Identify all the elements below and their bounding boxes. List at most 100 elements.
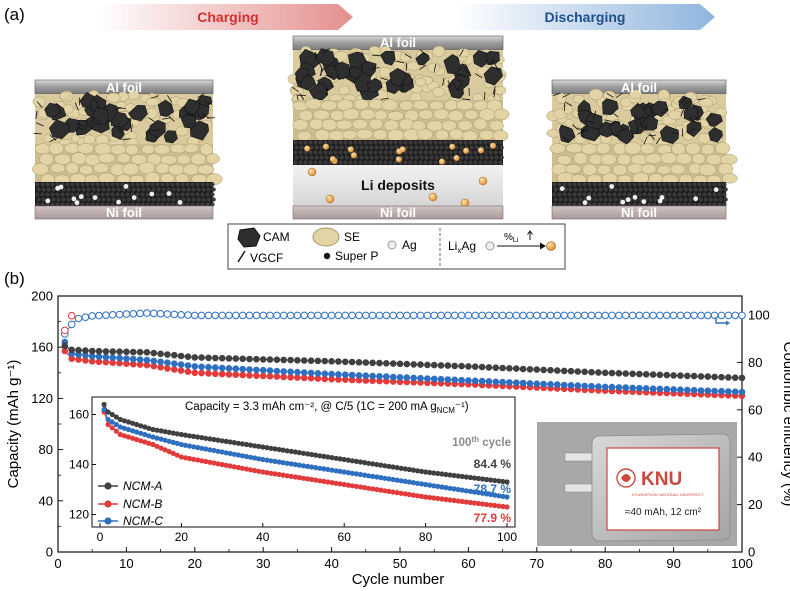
inset-point-ncm-a <box>329 455 335 461</box>
main-point-ncm-a <box>116 348 123 356</box>
inset-point-ncm-a <box>117 416 123 423</box>
inset-point-ncm-b <box>492 502 498 509</box>
inset-point-ncm-c <box>488 491 494 498</box>
ce-point <box>724 311 733 320</box>
main-point-ncm-b <box>335 376 342 383</box>
inset-point-ncm-a <box>170 430 176 436</box>
ce-point <box>108 311 117 319</box>
main-point-ncm-a <box>321 357 329 365</box>
main-point-ncm-b <box>259 372 267 380</box>
ce-point <box>539 311 548 320</box>
inset-point-ncm-b <box>451 497 457 504</box>
main-point-ncm-c <box>430 375 438 383</box>
inset-point-ncm-c <box>398 478 404 484</box>
main-point-ncm-a <box>711 373 718 381</box>
main-point-ncm-c <box>362 372 370 380</box>
inset-point-ncm-b <box>366 485 372 491</box>
inset-series-ncm-b <box>101 409 510 510</box>
inset-point-ncm-a <box>475 475 482 482</box>
ce-point <box>690 311 698 320</box>
inset-point-ncm-c <box>272 458 278 464</box>
inset-point-ncm-c <box>138 430 144 436</box>
inset-point-ncm-b <box>435 495 441 502</box>
inset-series <box>101 401 510 510</box>
inset-point-ncm-a <box>317 453 323 459</box>
inset-point-ncm-c <box>431 483 437 489</box>
knu-emblem-icon <box>616 468 636 488</box>
ce-point <box>683 311 692 320</box>
inset-point-ncm-c <box>121 425 127 431</box>
main-point-ncm-a <box>574 368 582 375</box>
main-point-ncm-c <box>205 363 212 371</box>
ce-point <box>334 311 343 320</box>
main-xtick-label: 50 <box>393 556 407 571</box>
inset-point-ncm-c <box>268 458 274 464</box>
main-point-ncm-c <box>212 364 219 371</box>
main-point-ncm-b <box>273 373 281 380</box>
inset-point-ncm-c <box>117 424 123 430</box>
inset-point-ncm-a <box>113 414 119 420</box>
main-point-ncm-c <box>471 377 479 385</box>
ce-point <box>738 311 746 320</box>
ce-point <box>136 309 144 318</box>
inset-point-ncm-b <box>109 425 115 431</box>
main-point-ncm-c <box>198 363 205 371</box>
main-point-ncm-c <box>307 369 315 377</box>
inset-point-ncm-b <box>203 458 209 465</box>
main-point-ncm-a <box>471 363 479 371</box>
main-point-ncm-c <box>191 363 199 370</box>
main-point-ncm-c <box>677 386 684 394</box>
inset-point-ncm-a <box>109 411 115 418</box>
inset-point-ncm-b <box>276 471 282 478</box>
inset-point-ncm-b <box>150 441 156 448</box>
main-point-ncm-b <box>191 369 199 377</box>
retention-ncm-b: 77.9 % <box>474 511 512 525</box>
main-point-ncm-b <box>369 377 376 385</box>
main-point-ncm-a <box>136 348 144 356</box>
discharging-arrow: Discharging <box>455 4 715 30</box>
inset-point-ncm-a <box>284 448 290 454</box>
cell-right-al-foil: Al foil <box>621 80 657 95</box>
ce-point <box>450 311 459 320</box>
main-point-ncm-a <box>143 349 151 356</box>
lixag-end-icon <box>546 241 556 251</box>
inset-point-ncm-a <box>239 441 245 447</box>
ce-axis-pointer-icon <box>715 317 728 324</box>
inset-point-ncm-a <box>146 425 152 431</box>
main-point-ncm-c <box>136 356 144 363</box>
main-point-ncm-a <box>171 351 178 359</box>
cell-left-pristine <box>32 79 223 220</box>
main-point-ncm-a <box>157 350 164 358</box>
main-point-ncm-c <box>478 377 486 385</box>
main-point-ncm-c <box>335 371 342 378</box>
inset-point-ncm-a <box>134 421 140 428</box>
inset-point-ncm-c <box>150 434 156 440</box>
ce-point <box>492 311 500 320</box>
ce-point <box>321 311 329 320</box>
inset-point-ncm-b <box>288 473 294 479</box>
legend-ncm-a: NCM-A <box>123 479 162 493</box>
ce-point <box>389 311 398 320</box>
charging-arrow: Charging <box>100 4 353 30</box>
main-point-ncm-c <box>526 380 534 387</box>
discharging-label: Discharging <box>545 9 626 25</box>
inset-point-ncm-b <box>463 499 469 505</box>
inset-point-ncm-a <box>410 467 416 473</box>
inset-point-ncm-a <box>321 453 327 459</box>
ce-point <box>409 311 418 320</box>
inset-point-ncm-b <box>349 483 355 489</box>
inset-point-ncm-a <box>394 465 400 471</box>
main-point-ncm-c <box>383 373 390 380</box>
inset-point-ncm-a <box>467 474 473 481</box>
main-point-ncm-b <box>232 371 240 379</box>
inset-point-ncm-a <box>195 434 201 440</box>
inset-point-ncm-a <box>366 460 372 466</box>
ce-point <box>710 311 719 320</box>
main-point-ncm-c <box>342 371 349 379</box>
inset-point-ncm-b <box>337 481 343 487</box>
inset-point-ncm-a <box>252 443 258 449</box>
pouch-logo: KNU <box>641 469 682 490</box>
ce-point <box>731 311 740 320</box>
inset-point-ncm-c <box>113 421 119 428</box>
main-point-ncm-c <box>225 365 233 372</box>
